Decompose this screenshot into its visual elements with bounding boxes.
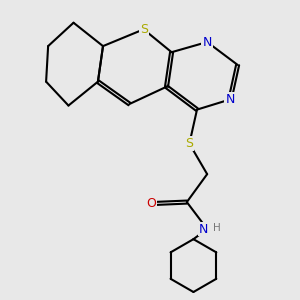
Text: H: H (213, 223, 221, 233)
Text: N: N (225, 93, 235, 106)
Text: S: S (140, 23, 148, 36)
Text: N: N (202, 35, 212, 49)
Text: N: N (199, 223, 208, 236)
Text: O: O (146, 197, 156, 210)
Text: S: S (185, 137, 194, 150)
